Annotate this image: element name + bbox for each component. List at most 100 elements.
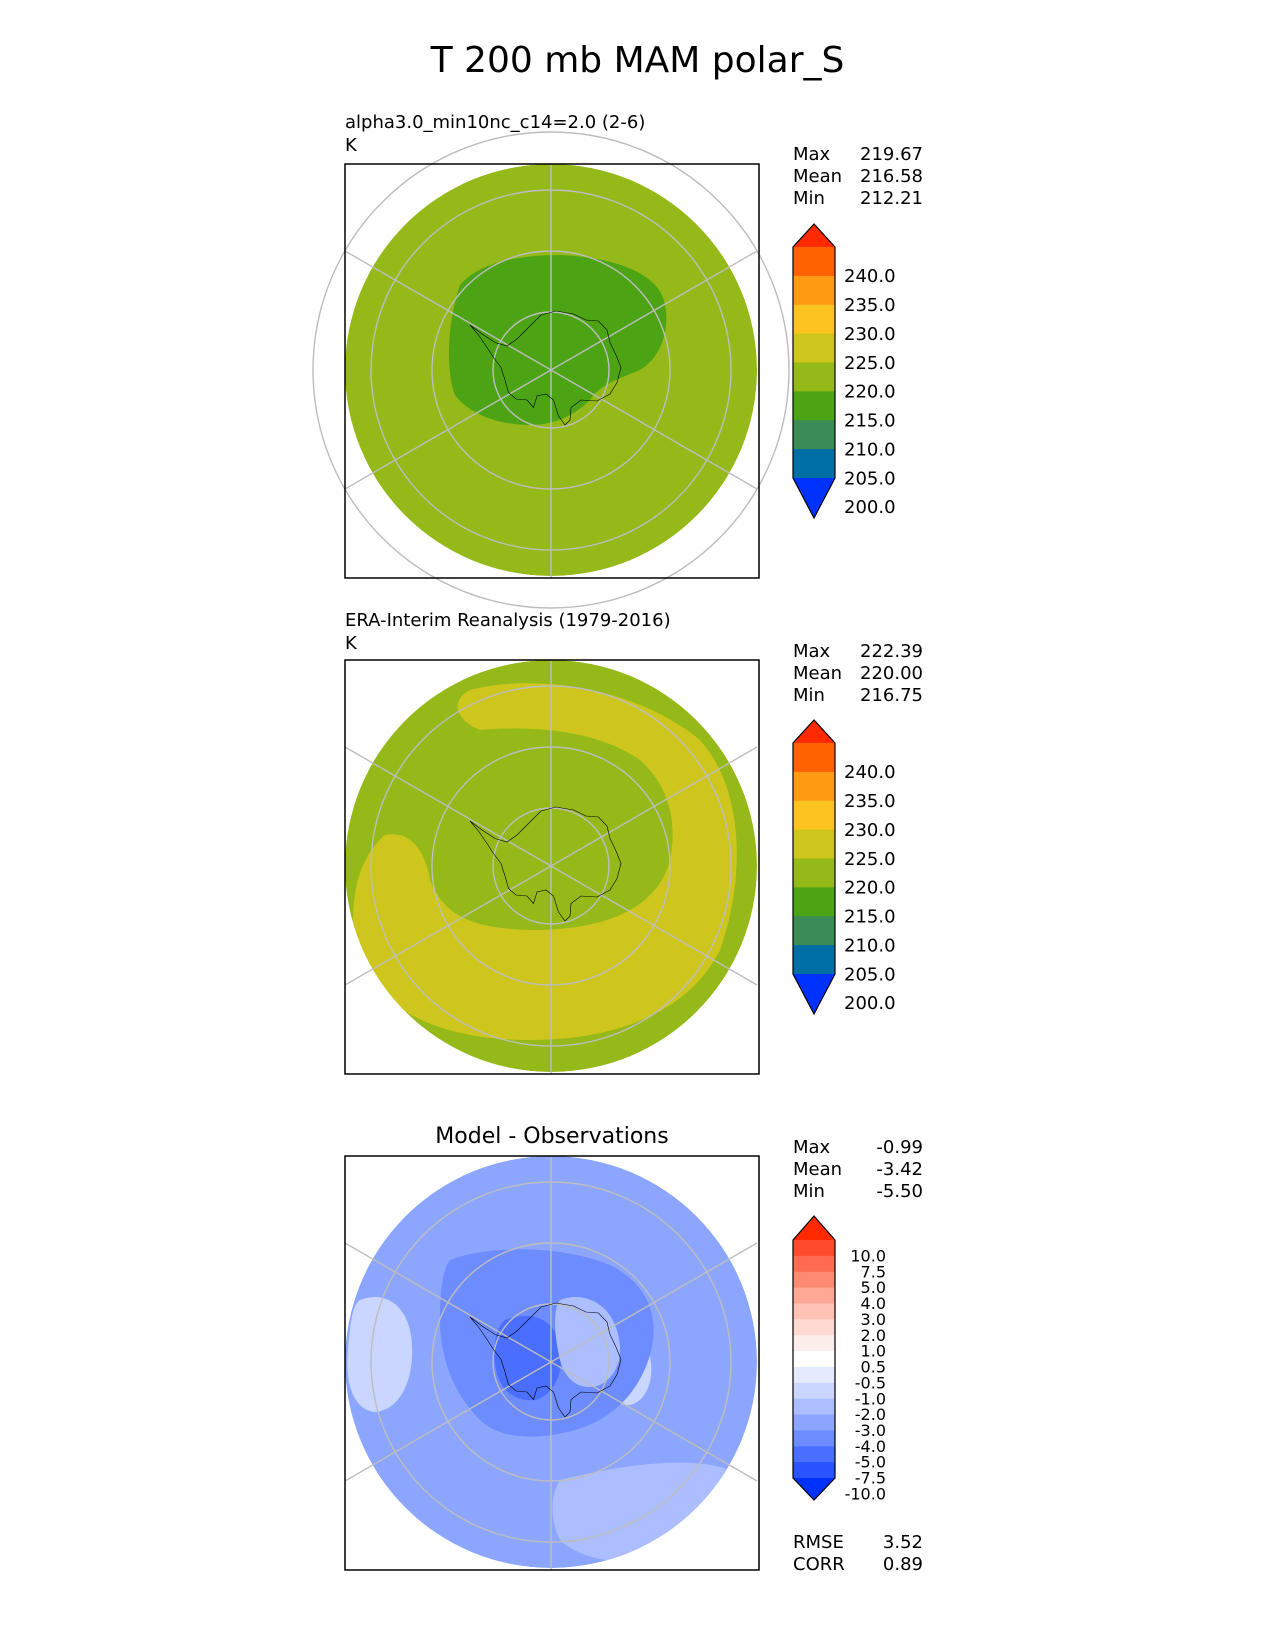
stat-min-value: -5.50 <box>876 1181 923 1202</box>
colorbar-tick-label: 210.0 <box>844 439 896 460</box>
colorbar-cell <box>793 945 835 975</box>
colorbar-cell <box>793 1351 835 1368</box>
colorbar-tick-label: 4.0 <box>861 1294 886 1313</box>
colorbar-cell <box>793 1446 835 1463</box>
colorbar-tick-label: 215.0 <box>844 411 896 432</box>
colorbar-cell <box>793 743 835 773</box>
colorbar-tick-label: -10.0 <box>845 1484 886 1503</box>
colorbar-tick-label: -5.0 <box>855 1453 886 1472</box>
colorbar-tick-label: 7.5 <box>861 1262 886 1281</box>
colorbar-cell <box>793 1303 835 1320</box>
colorbar-cell <box>793 1398 835 1416</box>
colorbar-cell <box>793 420 835 450</box>
colorbar-tick-label: -7.5 <box>855 1469 886 1488</box>
colorbar-tick-label: 235.0 <box>844 295 896 316</box>
colorbar-cell <box>793 829 835 859</box>
colorbar-tick-label: 225.0 <box>844 849 896 870</box>
colorbar-tick-label: 230.0 <box>844 820 896 841</box>
colorbar-tick-label: 215.0 <box>844 907 896 928</box>
colorbar-tick-label: 240.0 <box>844 762 896 783</box>
colorbar-tick-label: 2.0 <box>861 1326 886 1345</box>
colorbar-cell <box>793 1319 835 1336</box>
colorbar-cell <box>793 275 835 306</box>
colorbar-cell <box>793 887 835 917</box>
panel2-label: ERA-Interim Reanalysis (1979-2016) <box>345 610 671 631</box>
colorbar-tick-label: 225.0 <box>844 353 896 374</box>
colorbar-2: 240.0 235.0 230.0 225.0 220.0 215.0 210.0 205.0… <box>792 719 896 1016</box>
field-210-215 <box>448 255 667 425</box>
stat-mean-label: Mean <box>793 166 843 187</box>
colorbar-tick-label: -1.0 <box>855 1389 886 1408</box>
field-minus3-minus2-inner <box>555 1297 620 1388</box>
colorbar-cell <box>793 247 835 277</box>
colorbar-outline <box>792 223 836 520</box>
stat-max-label: Max <box>793 641 831 662</box>
colorbar-tick-label: -3.0 <box>855 1421 886 1440</box>
stat-mean-value: 216.58 <box>860 166 923 187</box>
colorbar-extension-bottom <box>793 974 835 1014</box>
colorbar-tick-label: 1.0 <box>861 1342 886 1361</box>
field-minus2-minus1 <box>347 1297 413 1412</box>
colorbar-cell <box>793 916 835 946</box>
colorbar-cell <box>793 449 835 479</box>
stat-min-value: 216.75 <box>860 685 923 706</box>
colorbar-extension-top <box>793 720 835 743</box>
colorbar-1: 240.0 235.0 230.0 225.0 220.0 215.0 210.0 205.0… <box>792 223 896 520</box>
colorbar-cell <box>793 304 835 335</box>
field-minus5-minus4 <box>494 1315 562 1401</box>
rmse-label: RMSE <box>793 1532 844 1553</box>
stat-max-value: 219.67 <box>860 144 923 165</box>
stat-max-value: -0.99 <box>876 1137 923 1158</box>
colorbar-extension-top <box>793 224 835 247</box>
stat-max-label: Max <box>793 1137 831 1158</box>
colorbar-tick-label: 3.0 <box>861 1310 886 1329</box>
stat-max-label: Max <box>793 144 831 165</box>
panel3-map <box>344 1155 760 1571</box>
colorbar-cell <box>793 1382 835 1400</box>
panel3-error-stats: RMSE 3.52 CORR 0.89 <box>793 1532 923 1576</box>
colorbar-tick-label: 220.0 <box>844 878 896 899</box>
colorbar-cell <box>793 858 835 888</box>
colorbar-tick-label: 200.0 <box>844 497 896 518</box>
colorbar-cell <box>793 1366 835 1384</box>
colorbar-cell <box>793 800 835 831</box>
colorbar-cell <box>793 1240 835 1257</box>
colorbar-cell <box>793 1287 835 1304</box>
colorbar-cell <box>793 362 835 392</box>
colorbar-tick-label: 10.0 <box>850 1246 886 1265</box>
colorbar-tick-label: 205.0 <box>844 964 896 985</box>
colorbar-3: 10.07.55.04.03.02.01.00.5-0.5-1.0-2.0-3.… <box>792 1215 886 1503</box>
stat-mean-label: Mean <box>793 663 843 684</box>
corr-label: CORR <box>793 1554 845 1575</box>
colorbar-outline <box>792 719 836 1016</box>
figure-title: T 200 mb MAM polar_S <box>430 40 845 81</box>
colorbar-tick-label: -2.0 <box>855 1405 886 1424</box>
graticule <box>344 660 758 1074</box>
corr-value: 0.89 <box>882 1554 923 1575</box>
colorbar-tick-label: 210.0 <box>844 935 896 956</box>
stat-mean-value: 220.00 <box>860 663 923 684</box>
graticule <box>312 131 790 609</box>
graticule <box>344 1156 758 1570</box>
stat-mean-label: Mean <box>793 1159 843 1180</box>
colorbar-cell <box>793 1414 835 1431</box>
panel1-stats: Max 219.67 Mean 216.58 Min 212.21 <box>793 144 923 210</box>
field-220-225 <box>353 683 737 1040</box>
stat-max-value: 222.39 <box>860 641 923 662</box>
panel2-stats: Max 222.39 Mean 220.00 Min 216.75 <box>793 641 923 707</box>
colorbar-tick-label: 230.0 <box>844 324 896 345</box>
colorbar-cell <box>793 333 835 363</box>
stat-mean-value: -3.42 <box>876 1159 923 1180</box>
colorbar-tick-label: -0.5 <box>855 1373 886 1392</box>
stat-min-label: Min <box>793 188 825 209</box>
colorbar-tick-label: -4.0 <box>855 1437 886 1456</box>
colorbar-tick-label: 205.0 <box>844 468 896 489</box>
colorbar-tick-label: 5.0 <box>861 1278 886 1297</box>
colorbar-tick-label: 235.0 <box>844 791 896 812</box>
colorbar-cell <box>793 771 835 802</box>
colorbar-cell <box>793 1255 835 1273</box>
colorbar-extension-bottom <box>793 1478 835 1500</box>
colorbar-cell <box>793 1462 835 1479</box>
colorbar-cell <box>793 1271 835 1289</box>
